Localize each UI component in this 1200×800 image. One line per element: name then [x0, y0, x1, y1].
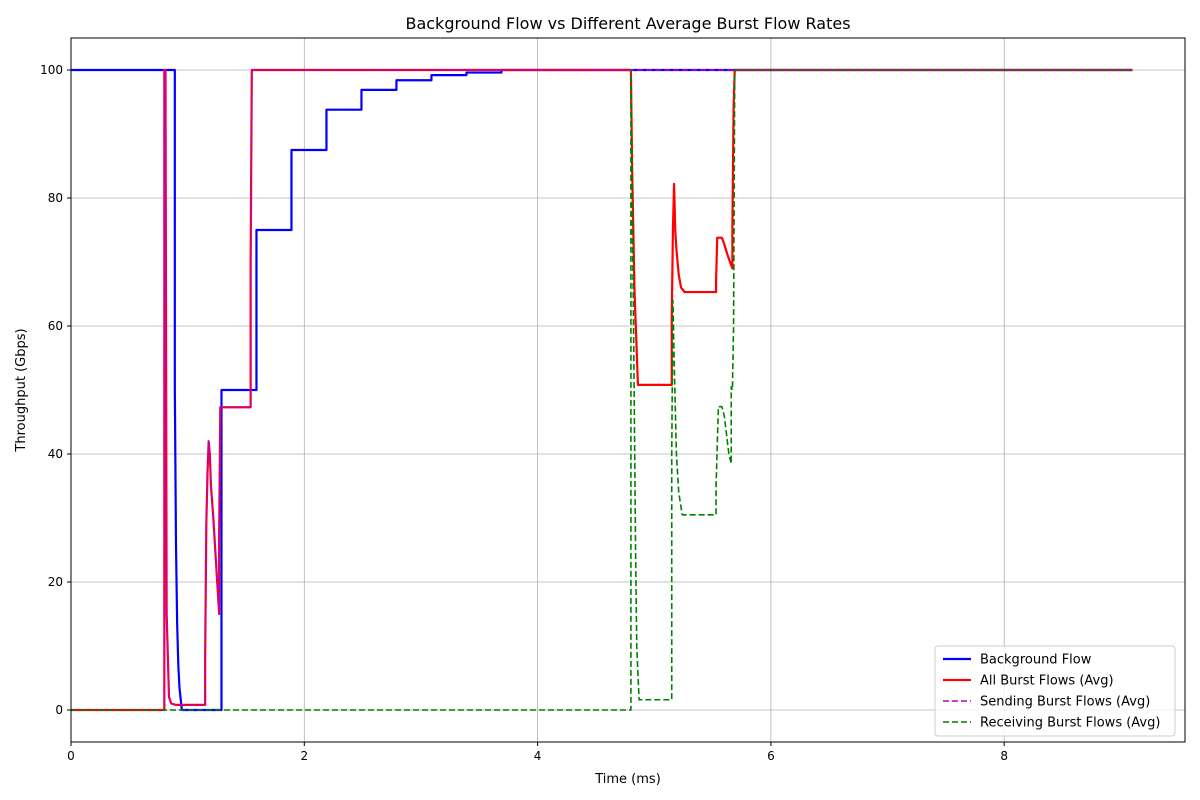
x-tick-label: 4	[534, 749, 542, 763]
y-tick-label: 80	[48, 191, 63, 205]
legend-entry-label: Receiving Burst Flows (Avg)	[980, 716, 1160, 731]
legend-entry-label: Sending Burst Flows (Avg)	[980, 695, 1150, 710]
chart-title: Background Flow vs Different Average Bur…	[405, 14, 850, 33]
series-line-3	[71, 69, 1133, 711]
legend-box	[934, 645, 1176, 737]
series-line-1	[71, 68, 1133, 712]
y-tick-label: 40	[48, 447, 63, 461]
y-tick-label: 60	[48, 319, 63, 333]
series-layer	[71, 68, 1133, 712]
x-tick-label: 0	[67, 749, 75, 763]
y-tick-label: 0	[55, 703, 63, 717]
legend-entry-label: All Burst Flows (Avg)	[980, 674, 1114, 689]
x-tick-label: 6	[767, 749, 775, 763]
x-axis-label: Time (ms)	[594, 772, 661, 787]
y-tick-label: 20	[48, 575, 63, 589]
x-tick-label: 2	[300, 749, 308, 763]
legend-entry-label: Background Flow	[980, 653, 1092, 668]
series-line-4	[71, 69, 1133, 711]
legend: Background Flow All Burst Flows (Avg) Send…	[934, 645, 1176, 737]
plot-frame	[70, 37, 1186, 743]
x-tick-label: 8	[1000, 749, 1008, 763]
y-axis-label: Throughput (Gbps)	[14, 328, 29, 452]
y-tick-label: 100	[40, 63, 63, 77]
